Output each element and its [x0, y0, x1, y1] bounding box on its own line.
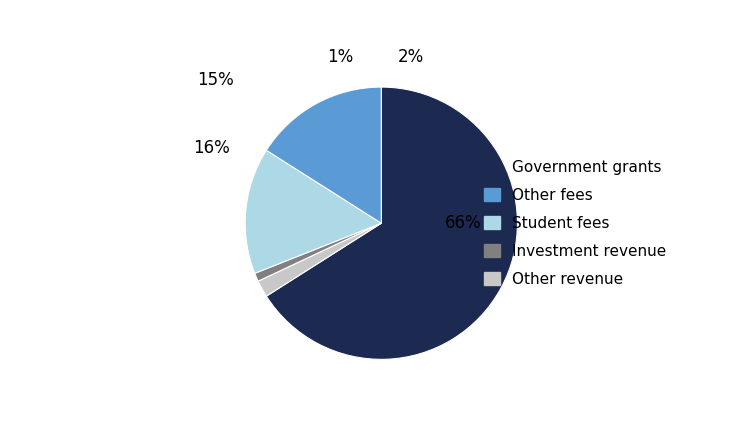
Text: 66%: 66%: [445, 214, 481, 232]
Wedge shape: [266, 87, 382, 223]
Text: 1%: 1%: [327, 48, 353, 66]
Wedge shape: [266, 87, 517, 359]
Wedge shape: [258, 223, 382, 296]
Legend: Government grants, Other fees, Student fees, Investment revenue, Other revenue: Government grants, Other fees, Student f…: [484, 160, 666, 287]
Wedge shape: [246, 150, 382, 273]
Text: 15%: 15%: [197, 71, 234, 89]
Text: 2%: 2%: [398, 48, 424, 66]
Wedge shape: [254, 223, 382, 281]
Text: 16%: 16%: [193, 139, 229, 157]
